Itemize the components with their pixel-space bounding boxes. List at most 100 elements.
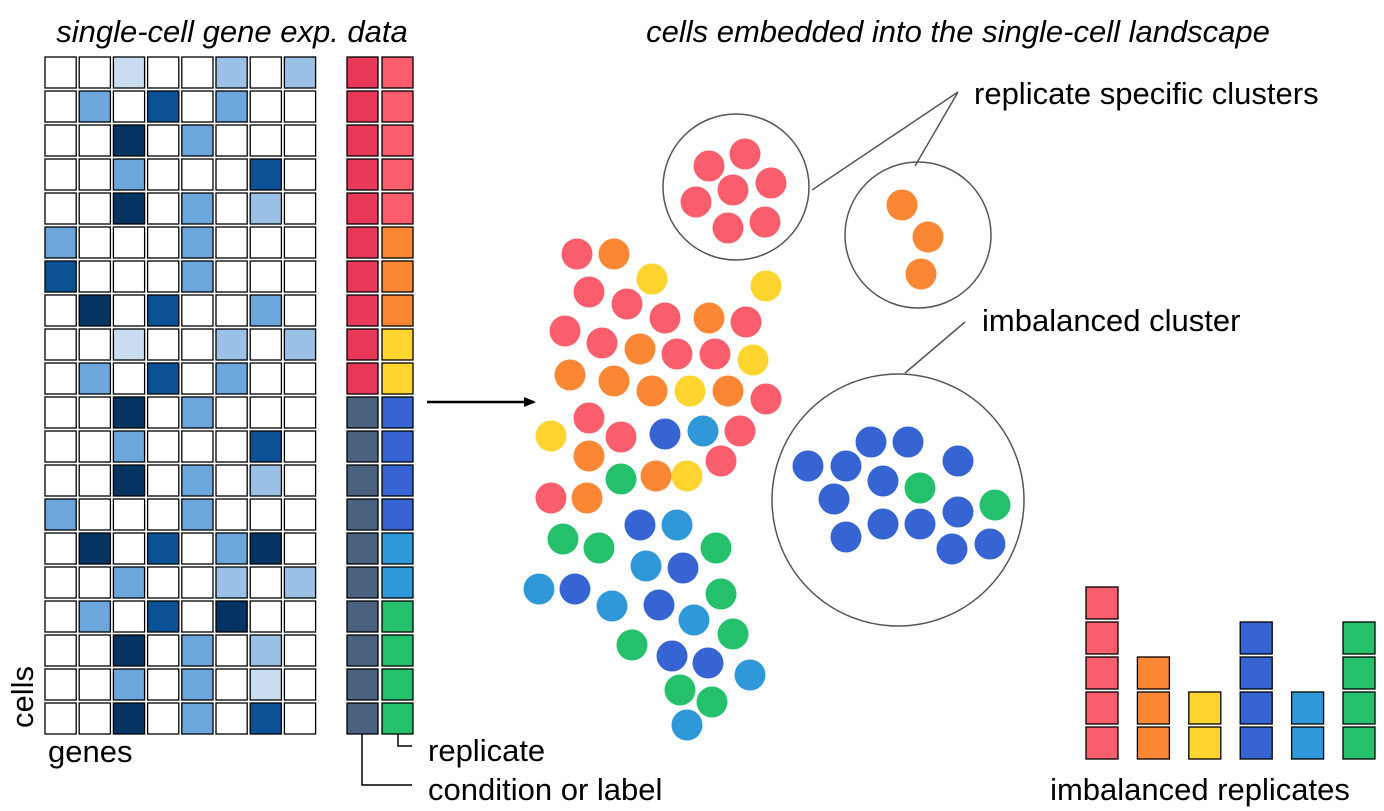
bar-segment xyxy=(1239,691,1273,725)
matrix-cell xyxy=(112,634,146,667)
cluster-dot xyxy=(749,206,781,238)
condition-cell xyxy=(346,498,379,531)
bar-segment xyxy=(1342,656,1376,690)
cell-dot xyxy=(667,552,699,584)
matrix-cell xyxy=(44,566,77,599)
cluster-dot xyxy=(693,150,725,182)
genes-label: genes xyxy=(48,734,132,769)
matrix-cell xyxy=(181,192,214,225)
imbalanced-replicates-label: imbalanced replicates xyxy=(1050,772,1350,807)
matrix-cell xyxy=(249,328,283,361)
replicate-cluster-1 xyxy=(680,138,787,244)
matrix-cell xyxy=(215,90,248,123)
replicate-cluster-1-circle xyxy=(662,113,810,261)
cell-dot xyxy=(705,445,737,477)
matrix-cell xyxy=(249,124,283,157)
bar-segment xyxy=(1342,691,1376,725)
matrix-cell xyxy=(283,464,317,497)
matrix-cell xyxy=(215,124,248,157)
replicate-cluster-2 xyxy=(886,189,944,290)
matrix-cell xyxy=(249,362,283,395)
matrix-cell xyxy=(146,362,180,395)
cell-dot xyxy=(737,344,769,376)
cell-dot xyxy=(573,276,605,308)
bar-segment xyxy=(1085,726,1119,760)
matrix-cell xyxy=(181,396,214,429)
matrix-cell xyxy=(249,566,283,599)
cell-dot xyxy=(678,604,710,636)
matrix-cell xyxy=(181,362,214,395)
matrix-cell xyxy=(112,498,146,531)
cluster-dot xyxy=(905,258,937,290)
cell-dot xyxy=(664,674,696,706)
cell-dot xyxy=(605,421,637,453)
matrix-cell xyxy=(44,396,77,429)
cluster-dot xyxy=(755,167,787,199)
matrix-cell xyxy=(283,226,317,259)
matrix-cell xyxy=(181,430,214,463)
replicate-label: replicate xyxy=(428,733,545,768)
cell-dot xyxy=(696,686,728,718)
right-title: cells embedded into the single-cell land… xyxy=(646,14,1270,49)
matrix-cell xyxy=(146,396,180,429)
bar-segment xyxy=(1085,691,1119,725)
condition-cell xyxy=(346,124,379,157)
matrix-cell xyxy=(215,668,248,701)
replicate-cell xyxy=(381,634,414,667)
matrix-cell xyxy=(215,430,248,463)
matrix-cell xyxy=(44,430,77,463)
replicate-cell xyxy=(381,260,414,293)
matrix-cell xyxy=(181,294,214,327)
matrix-cell xyxy=(283,430,317,463)
cell-dot xyxy=(624,333,656,365)
matrix-cell xyxy=(146,56,180,89)
matrix-cell xyxy=(78,396,112,429)
cell-dot xyxy=(561,238,593,270)
replicate-cell xyxy=(381,702,414,735)
cluster-dot xyxy=(855,426,887,458)
replicate-cell xyxy=(381,532,414,565)
cluster-dot xyxy=(942,496,974,528)
matrix-cell xyxy=(78,464,112,497)
bar-segment xyxy=(1136,656,1171,690)
matrix-cell xyxy=(283,124,317,157)
matrix-cell xyxy=(181,668,214,701)
matrix-cell xyxy=(146,294,180,327)
matrix-cell xyxy=(249,260,283,293)
condition-cell xyxy=(346,294,379,327)
matrix-cell xyxy=(249,634,283,667)
cell-dot xyxy=(699,338,731,370)
cell-dot xyxy=(549,315,581,347)
matrix-cell xyxy=(215,634,248,667)
matrix-cell xyxy=(44,192,77,225)
callout-line-3 xyxy=(904,321,966,374)
matrix-cell xyxy=(78,362,112,395)
matrix-cell xyxy=(283,702,317,735)
cell-dot xyxy=(598,365,630,397)
left-title: single-cell gene exp. data xyxy=(56,14,408,49)
matrix-cell xyxy=(249,702,283,735)
condition-cell xyxy=(346,600,379,633)
cell-dot xyxy=(636,263,668,295)
matrix-cell xyxy=(112,362,146,395)
condition-column xyxy=(346,56,379,735)
cell-dot xyxy=(661,338,693,370)
matrix-cell xyxy=(249,294,283,327)
replicate-cell xyxy=(381,158,414,191)
matrix-cell xyxy=(78,668,112,701)
cluster-dot xyxy=(792,450,824,482)
matrix-cell xyxy=(181,600,214,633)
matrix-cell xyxy=(249,430,283,463)
replicate-cell xyxy=(381,294,414,327)
matrix-cell xyxy=(78,566,112,599)
cluster-dot xyxy=(886,189,918,221)
matrix-cell xyxy=(283,328,317,361)
matrix-cell xyxy=(78,226,112,259)
matrix-cell xyxy=(181,124,214,157)
matrix-cell xyxy=(112,396,146,429)
matrix-cell xyxy=(215,702,248,735)
matrix-cell xyxy=(44,226,77,259)
matrix-cell xyxy=(112,260,146,293)
matrix-cell xyxy=(181,260,214,293)
cell-dot xyxy=(671,709,703,741)
